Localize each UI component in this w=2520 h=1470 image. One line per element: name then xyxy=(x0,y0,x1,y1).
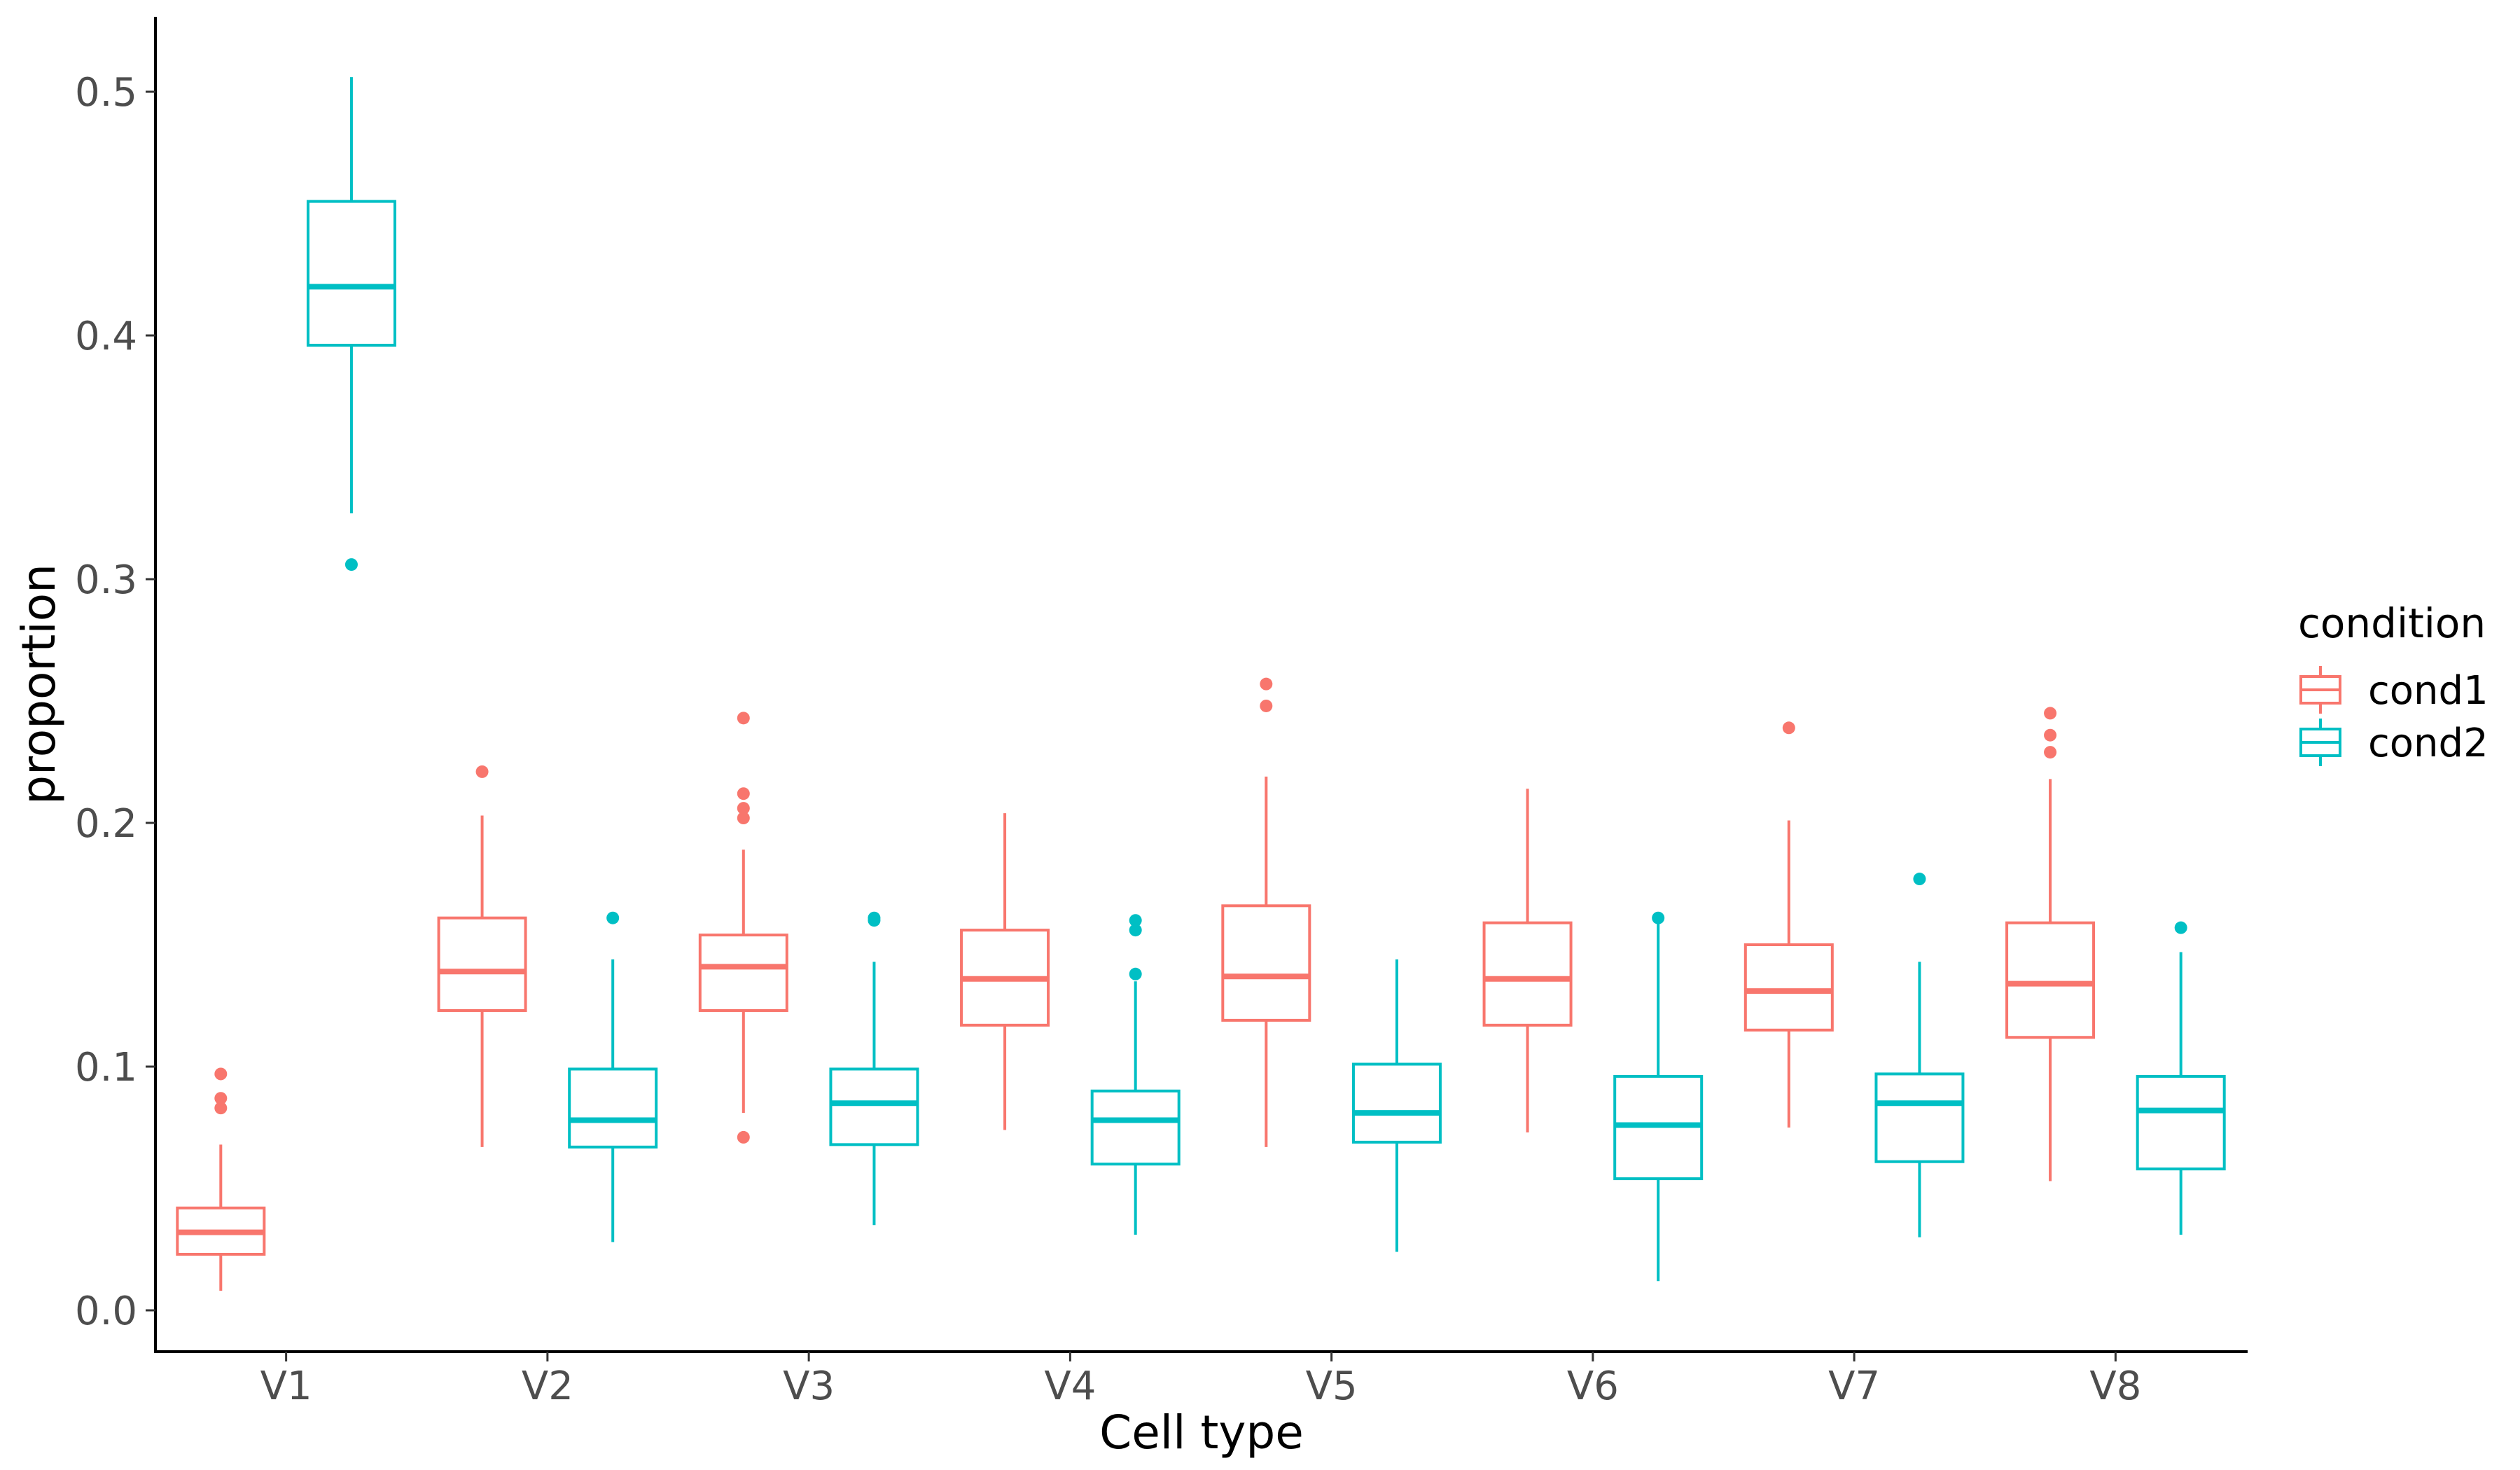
outlier-point xyxy=(1260,677,1273,691)
box-cond2-V8 xyxy=(2136,921,2226,1235)
box-cond1-V6 xyxy=(1482,789,1573,1132)
y-tick-label: 0.4 xyxy=(75,314,137,359)
legend-label: cond1 xyxy=(2368,668,2488,714)
box-cond1-V3 xyxy=(698,712,788,1144)
outlier-point xyxy=(1652,911,1665,924)
box-cond2-V5 xyxy=(1351,959,1442,1252)
box-iqr xyxy=(1743,943,1834,1032)
outlier-point xyxy=(475,765,489,778)
box-iqr xyxy=(2136,1074,2226,1171)
outlier-point xyxy=(2174,921,2187,934)
outlier-point xyxy=(214,1092,228,1105)
legend-item-cond1: cond1 xyxy=(2299,666,2488,714)
legend-item-cond2: cond2 xyxy=(2299,719,2488,766)
box-cond1-V5 xyxy=(1221,677,1311,1147)
x-tick-label: V3 xyxy=(783,1364,835,1409)
box-cond1-V7 xyxy=(1743,721,1834,1128)
plot-area xyxy=(176,77,2226,1291)
y-tick-label: 0.1 xyxy=(75,1045,137,1090)
box-iqr xyxy=(568,1067,658,1149)
outlier-point xyxy=(2044,746,2057,759)
outlier-point xyxy=(1913,873,1926,886)
outlier-point xyxy=(2044,728,2057,742)
box-cond1-V8 xyxy=(2005,707,2096,1181)
box-iqr xyxy=(1874,1072,1965,1163)
legend-label: cond2 xyxy=(2368,721,2488,766)
outlier-point xyxy=(737,812,750,825)
box-iqr xyxy=(1482,921,1573,1027)
y-axis-title: proportion xyxy=(12,564,66,805)
outlier-point xyxy=(737,787,750,800)
box-cond2-V2 xyxy=(568,911,658,1242)
x-tick-label: V5 xyxy=(1306,1364,1358,1409)
box-cond2-V3 xyxy=(829,911,919,1226)
box-iqr xyxy=(829,1067,919,1146)
legend-title: condition xyxy=(2298,599,2486,647)
outlier-point xyxy=(2044,707,2057,720)
y-tick-label: 0.0 xyxy=(75,1289,137,1334)
outlier-point xyxy=(214,1067,228,1081)
outlier-point xyxy=(1782,721,1795,735)
x-tick-label: V4 xyxy=(1044,1364,1096,1409)
box-cond1-V2 xyxy=(437,765,527,1147)
y-tick-label: 0.3 xyxy=(75,557,137,603)
box-iqr xyxy=(306,200,396,347)
x-ticks: V1 V2 V3 V4 V5 V6 V7 V8 xyxy=(260,1352,2141,1409)
box-cond1-V4 xyxy=(960,813,1050,1130)
box-iqr xyxy=(1090,1089,1181,1166)
outlier-point xyxy=(737,712,750,725)
outlier-point xyxy=(344,558,358,571)
box-cond2-V4 xyxy=(1090,914,1181,1235)
box-iqr xyxy=(1351,1062,1442,1144)
box-iqr xyxy=(437,916,527,1012)
y-ticks: 0.0 0.1 0.2 0.3 0.4 0.5 xyxy=(75,70,155,1334)
outlier-point xyxy=(737,802,750,815)
box-iqr xyxy=(2005,921,2096,1039)
outlier-point xyxy=(214,1102,228,1115)
outlier-point xyxy=(1129,924,1142,937)
outlier-point xyxy=(1260,699,1273,712)
axes xyxy=(154,17,2248,1353)
box-cond2-V7 xyxy=(1874,873,1965,1237)
y-tick-label: 0.5 xyxy=(75,70,137,116)
x-tick-label: V8 xyxy=(2089,1364,2141,1409)
x-tick-label: V6 xyxy=(1567,1364,1619,1409)
box-iqr xyxy=(698,934,788,1012)
x-axis-title: Cell type xyxy=(1099,1406,1304,1459)
x-tick-label: V7 xyxy=(1828,1364,1880,1409)
box-cond2-V6 xyxy=(1613,911,1704,1282)
box-cond2-V1 xyxy=(306,77,396,571)
outlier-point xyxy=(868,914,881,927)
box-cond1-V1 xyxy=(176,1067,266,1291)
outlier-point xyxy=(737,1130,750,1144)
y-tick-label: 0.2 xyxy=(75,801,137,847)
x-tick-label: V2 xyxy=(522,1364,573,1409)
outlier-point xyxy=(1129,967,1142,980)
box-iqr xyxy=(1221,904,1311,1022)
x-tick-label: V1 xyxy=(260,1364,312,1409)
legend: condition cond1 cond2 xyxy=(2298,599,2488,766)
outlier-point xyxy=(1129,914,1142,927)
outlier-point xyxy=(606,911,620,924)
